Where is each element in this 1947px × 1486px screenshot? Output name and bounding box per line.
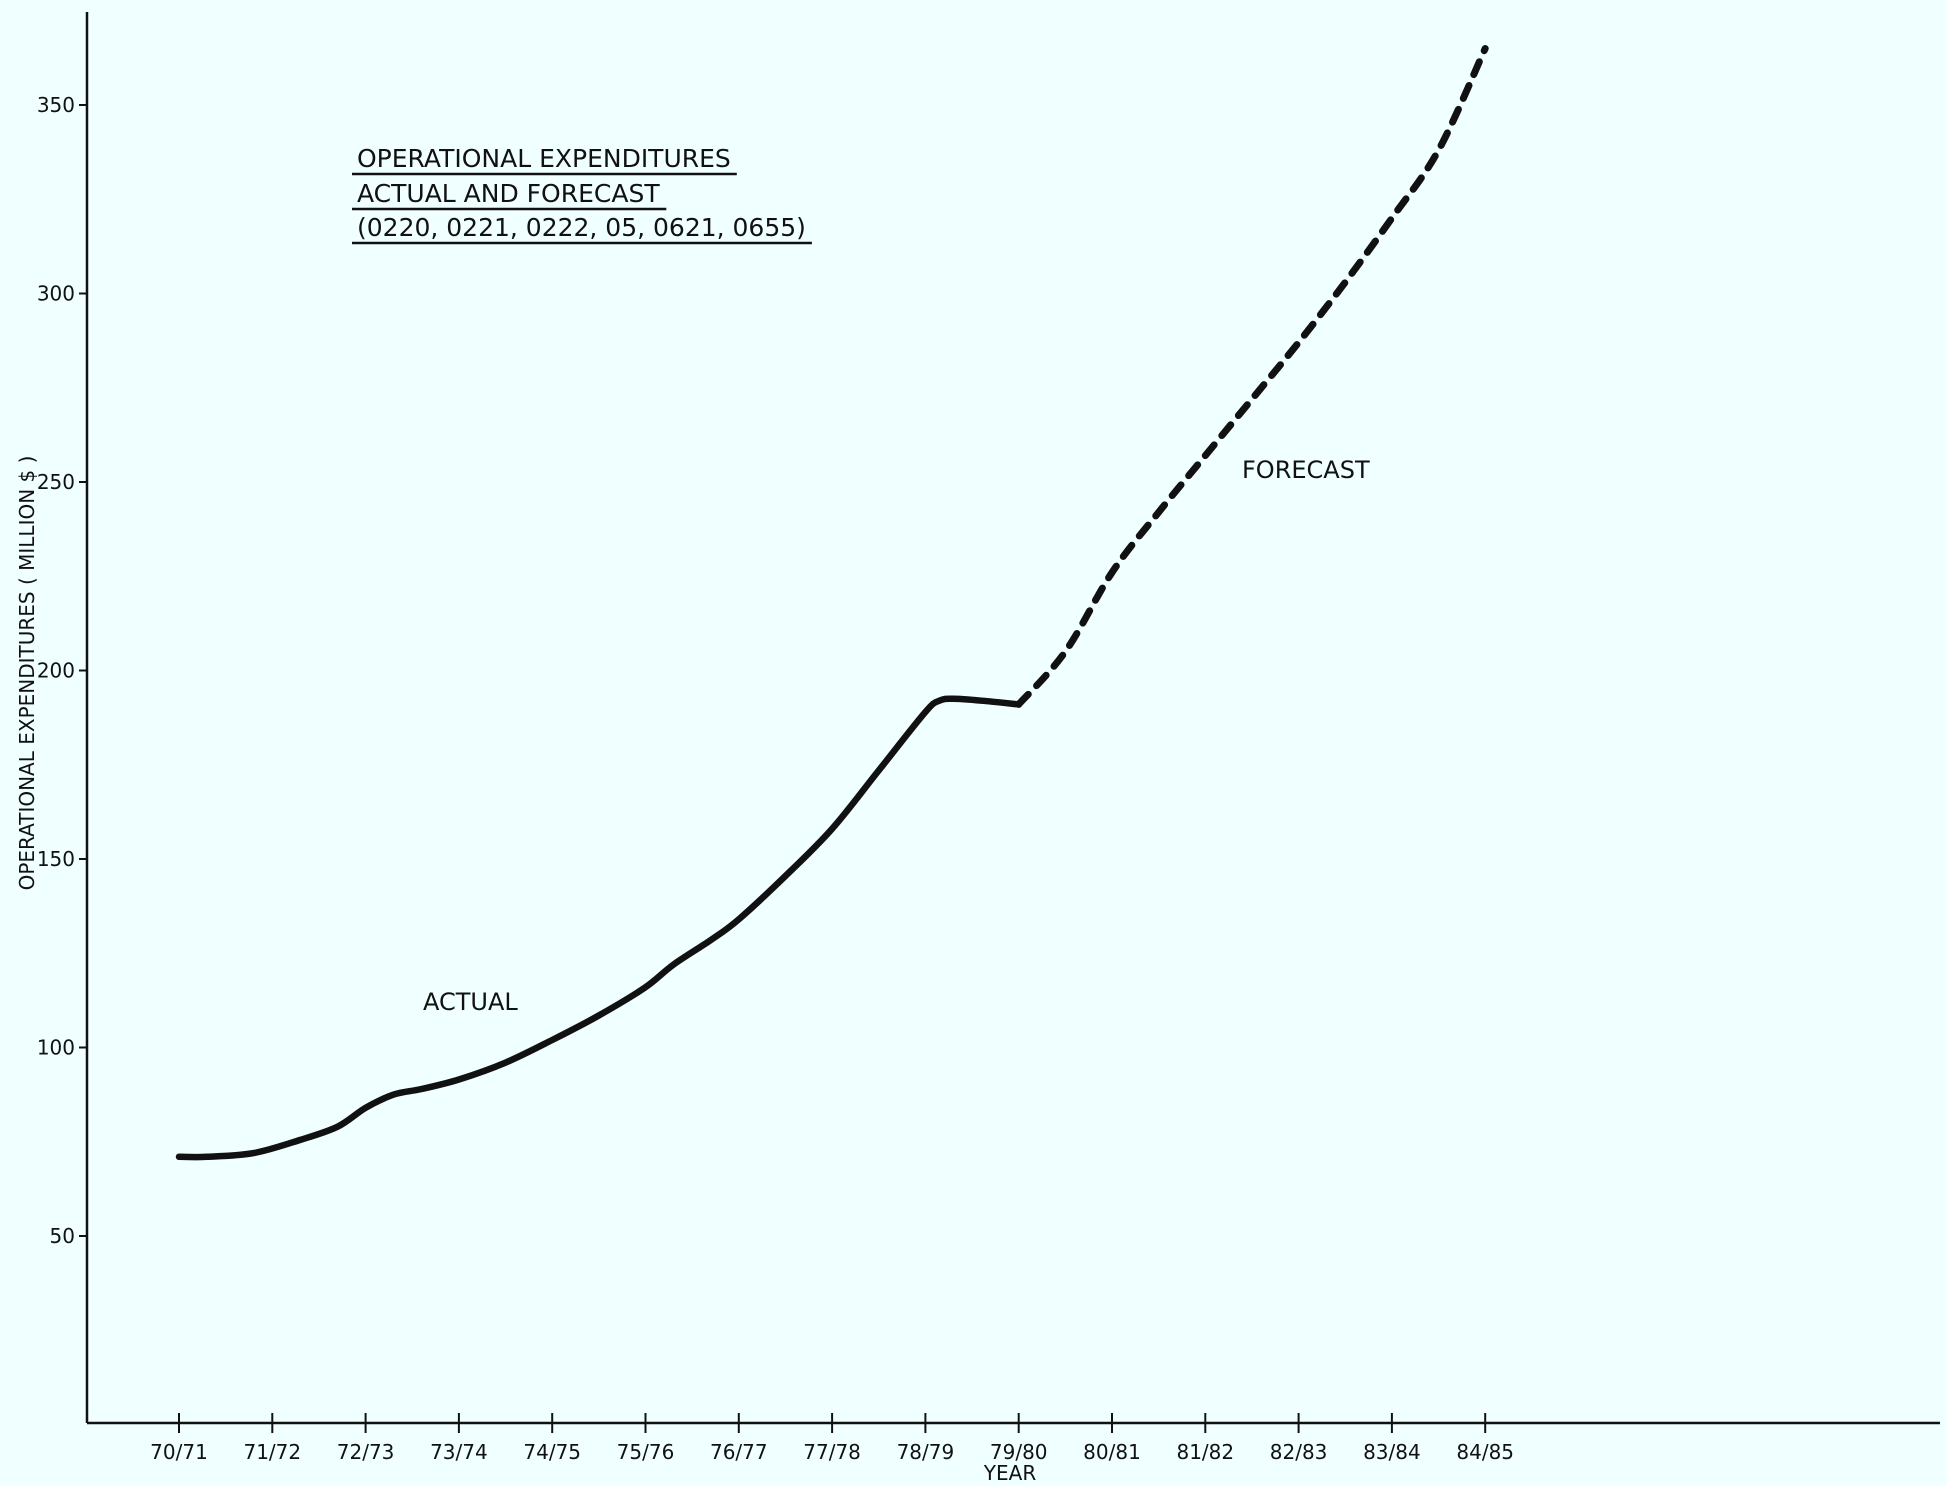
actual-series-line	[175, 695, 1022, 1161]
x-tick-label: 75/76	[617, 1440, 675, 1464]
x-tick-label: 79/80	[990, 1440, 1048, 1464]
actual-series-label: ACTUAL	[423, 988, 518, 1016]
chart-text: OPERATIONAL EXPENDITURES ACTUAL AND FORE…	[15, 93, 1514, 1485]
y-tick-label: 100	[37, 1036, 75, 1060]
x-tick-label: 77/78	[803, 1440, 861, 1464]
forecast-series-label: FORECAST	[1242, 456, 1370, 484]
x-tick-label: 73/74	[430, 1440, 488, 1464]
y-tick-label: 50	[50, 1224, 75, 1248]
x-tick-label: 82/83	[1270, 1440, 1328, 1464]
x-tick-label: 80/81	[1083, 1440, 1141, 1464]
series-lines	[175, 45, 1489, 1161]
y-tick-label: 350	[37, 93, 75, 117]
x-tick-label: 78/79	[897, 1440, 955, 1464]
x-tick-label: 81/82	[1176, 1440, 1234, 1464]
x-tick-label: 71/72	[243, 1440, 301, 1464]
tick-marks	[79, 104, 1487, 1433]
x-tick-label: 72/73	[337, 1440, 395, 1464]
chart-title-line-1: OPERATIONAL EXPENDITURES	[357, 144, 731, 173]
x-tick-label: 84/85	[1456, 1440, 1514, 1464]
y-axis-label: OPERATIONAL EXPENDITURES ( MILLION $ )	[15, 456, 39, 891]
chart-title-line-3: (0220, 0221, 0222, 05, 0621, 0655)	[357, 213, 806, 242]
y-tick-label: 150	[37, 847, 75, 871]
x-tick-label: 76/77	[710, 1440, 768, 1464]
forecast-series-line	[1015, 45, 1489, 708]
x-tick-label: 83/84	[1363, 1440, 1421, 1464]
chart-title-line-2: ACTUAL AND FORECAST	[357, 179, 660, 208]
x-axis-label: YEAR	[983, 1461, 1037, 1485]
axes	[85, 12, 1940, 1425]
y-tick-label: 200	[37, 659, 75, 683]
y-tick-label: 300	[37, 282, 75, 306]
x-tick-label: 70/71	[150, 1440, 208, 1464]
y-tick-label: 250	[37, 470, 75, 494]
x-tick-label: 74/75	[523, 1440, 581, 1464]
